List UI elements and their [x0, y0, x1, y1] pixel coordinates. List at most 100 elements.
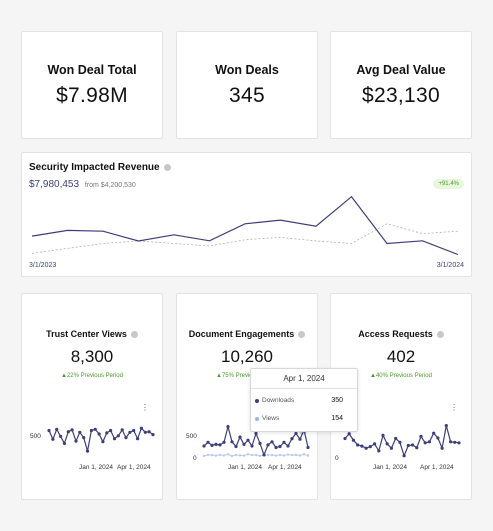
doc-downloads-point	[234, 444, 238, 449]
doc-downloads-point	[218, 443, 222, 447]
doc-downloads-point	[278, 444, 282, 449]
requests-point	[419, 434, 423, 438]
requests-point	[440, 446, 444, 450]
doc-downloads-point	[254, 431, 258, 435]
mini-change-text: 75% Previous Period	[221, 373, 278, 379]
doc-downloads-point	[294, 431, 298, 435]
views-point	[62, 441, 66, 445]
doc-views-point	[242, 454, 246, 457]
mini-value: 402	[386, 347, 416, 366]
kpi-title: Won Deals	[215, 62, 279, 77]
kpi-value: $23,130	[361, 83, 440, 107]
doc-downloads-point	[246, 438, 250, 442]
info-icon[interactable]	[163, 164, 171, 171]
kpi-title: Won Deal Total	[47, 62, 137, 77]
trust-center-views-chart[interactable]	[22, 294, 164, 501]
doc-views-point	[306, 454, 310, 457]
kebab-menu-icon[interactable]: ⋮	[450, 403, 458, 412]
doc-downloads-point	[242, 442, 246, 446]
mini-title: Document Engagements	[177, 329, 317, 339]
requests-point	[368, 445, 372, 449]
revenue-line-chart[interactable]	[22, 153, 473, 278]
doc-views-point	[222, 454, 226, 457]
mini-title: Trust Center Views	[22, 329, 162, 339]
info-icon[interactable]	[298, 330, 306, 338]
revenue-amount: $7,980,453	[29, 179, 80, 190]
views-point	[78, 430, 82, 434]
revenue-title-text: Security Impacted Revenue	[29, 162, 160, 173]
revenue-from: from $4,200,530	[84, 182, 136, 189]
revenue-card: Security Impacted Revenue $7,980,453 fro…	[21, 152, 472, 277]
requests-point	[394, 436, 398, 441]
series-dot	[255, 416, 259, 421]
tooltip-row-downloads: Downloads 350	[255, 397, 343, 404]
doc-downloads-point	[270, 440, 274, 444]
requests-point	[385, 442, 389, 446]
access-requests-chart[interactable]	[331, 294, 473, 501]
doc-views-point	[210, 453, 214, 457]
views-point	[47, 428, 51, 433]
views-point	[85, 449, 90, 453]
views-point	[97, 432, 101, 436]
doc-downloads-point	[262, 453, 266, 457]
revenue-change-badge: +91.4%	[433, 179, 464, 189]
tooltip-value: 350	[331, 397, 343, 404]
triangle-up-icon: ▲	[370, 373, 376, 379]
access-requests-card: Access Requests 402 ▲40% Previous Period…	[330, 293, 472, 500]
views-point	[89, 428, 93, 433]
doc-downloads-point	[266, 443, 270, 447]
tooltip-row-views: Views 154	[255, 415, 343, 422]
doc-downloads-point	[286, 444, 290, 448]
views-point	[59, 434, 63, 438]
views-point	[112, 437, 117, 441]
revenue-title: Security Impacted Revenue	[29, 162, 171, 173]
revenue-current-line	[31, 195, 459, 256]
doc-views-point	[290, 453, 294, 457]
views-point	[136, 437, 140, 441]
info-icon[interactable]	[130, 330, 138, 338]
doc-views-point	[202, 454, 206, 458]
kpi-value: 345	[229, 83, 265, 107]
series-dot	[255, 398, 259, 403]
document-engagements-chart[interactable]	[177, 294, 319, 501]
doc-downloads-point	[274, 445, 278, 450]
info-icon[interactable]	[436, 330, 444, 338]
y-axis-label: 0	[335, 455, 339, 462]
mini-title-text: Document Engagements	[188, 329, 295, 339]
doc-views-point	[250, 453, 254, 457]
views-point	[151, 433, 155, 437]
views-point	[132, 428, 136, 433]
kpi-card-avg-deal-value: Avg Deal Value $23,130	[330, 31, 472, 139]
requests-line	[344, 425, 460, 458]
kebab-menu-icon[interactable]: ⋮	[141, 403, 149, 412]
requests-point	[347, 432, 351, 436]
y-axis-label: 0	[193, 455, 197, 462]
doc-views-point	[266, 453, 270, 457]
doc-downloads-point	[210, 443, 214, 447]
doc-downloads-point	[290, 437, 294, 441]
doc-downloads-point	[202, 444, 206, 448]
doc-views-point	[298, 454, 302, 457]
requests-point	[360, 444, 364, 448]
trust-center-views-card: Trust Center Views 8,300 ▲22% Previous P…	[21, 293, 163, 500]
x-axis-label: Jan 1, 2024	[228, 464, 262, 471]
requests-point	[389, 446, 393, 450]
doc-views-point	[214, 454, 218, 457]
views-point	[55, 427, 59, 431]
doc-downloads-point	[206, 440, 210, 444]
revenue-start-date: 3/1/2023	[29, 262, 57, 269]
views-point	[66, 430, 70, 434]
requests-point	[444, 424, 448, 428]
revenue-value: $7,980,453 from $4,200,530	[29, 179, 136, 190]
requests-point	[457, 441, 461, 445]
mini-title-text: Trust Center Views	[46, 329, 127, 339]
mini-title-text: Access Requests	[358, 329, 433, 339]
doc-views-point	[258, 454, 262, 458]
requests-point	[398, 440, 402, 444]
views-point	[101, 440, 105, 444]
views-point	[139, 426, 143, 430]
doc-views-point	[302, 453, 306, 456]
views-point	[147, 430, 151, 434]
doc-views-point	[282, 454, 286, 457]
kpi-card-won-deals: Won Deals 345	[176, 31, 318, 139]
